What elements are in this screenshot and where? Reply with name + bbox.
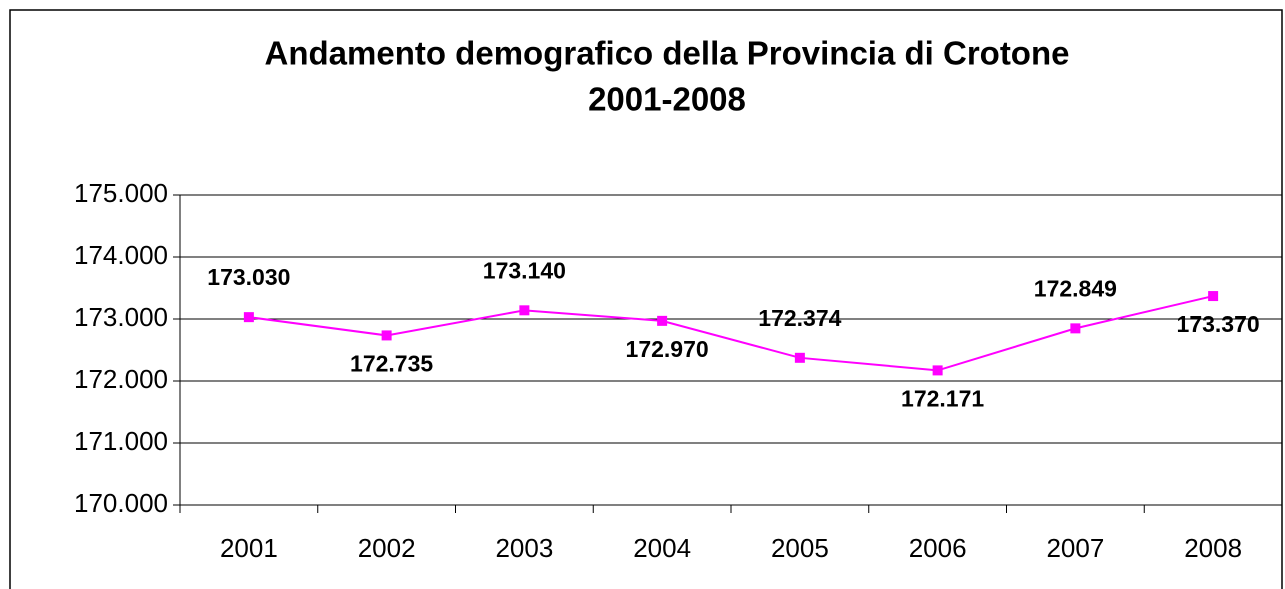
line xyxy=(248,295,1214,372)
marker xyxy=(932,365,943,376)
x-tick-label: 2006 xyxy=(909,533,967,563)
x-tick-label: 2002 xyxy=(358,533,416,563)
x-tick-label: 2004 xyxy=(633,533,691,563)
x-tick-label: 2007 xyxy=(1046,533,1104,563)
data-label: 172.735 xyxy=(350,351,433,377)
data-label: 173.030 xyxy=(207,264,290,290)
marker xyxy=(657,315,668,326)
x-tick-label: 2003 xyxy=(495,533,553,563)
chart-frame xyxy=(9,9,1283,589)
marker xyxy=(1208,291,1219,302)
x-tick-label: 2005 xyxy=(771,533,829,563)
marker xyxy=(381,330,392,341)
marker xyxy=(794,352,805,363)
y-tick-label: 174.000 xyxy=(74,240,168,270)
data-label: 172.970 xyxy=(626,336,709,362)
y-tick-label: 173.000 xyxy=(74,302,168,332)
data-label: 172.849 xyxy=(1034,275,1117,301)
y-tick-label: 175.000 xyxy=(74,178,168,208)
marker xyxy=(1070,323,1081,334)
marker xyxy=(519,305,530,316)
y-tick-label: 170.000 xyxy=(74,488,168,518)
data-label: 172.171 xyxy=(901,385,984,411)
data-label: 172.374 xyxy=(758,305,841,331)
x-tick-label: 2008 xyxy=(1184,533,1242,563)
y-tick-label: 171.000 xyxy=(74,426,168,456)
chart-subtitle: 2001-2008 xyxy=(588,81,746,118)
marker xyxy=(243,312,254,323)
x-tick-label: 2001 xyxy=(220,533,278,563)
data-label: 173.370 xyxy=(1177,311,1260,337)
chart-title: Andamento demografico della Provincia di… xyxy=(265,35,1070,72)
data-label: 173.140 xyxy=(483,257,566,283)
y-tick-label: 172.000 xyxy=(74,364,168,394)
